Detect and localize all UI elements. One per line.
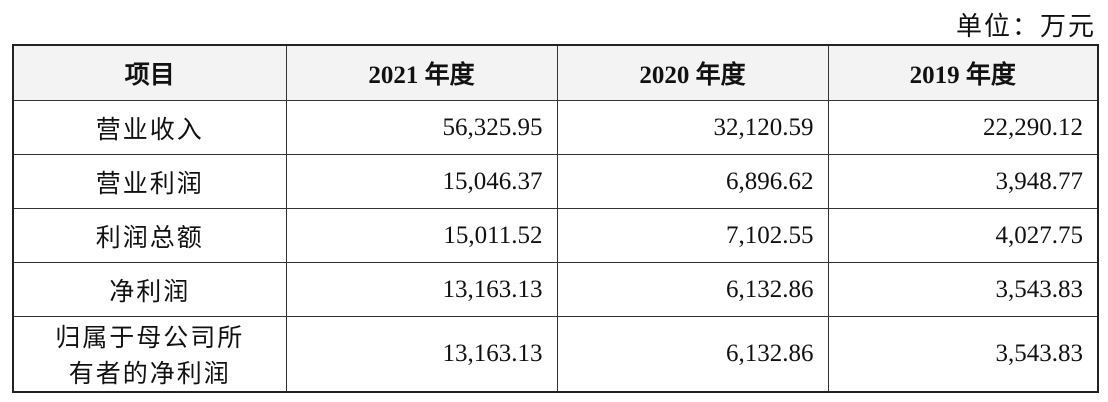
- header-cell: 2021 年度: [285, 44, 558, 101]
- value-cell: 6,132.86: [556, 262, 829, 317]
- value-cell: 22,290.12: [827, 100, 1099, 155]
- value-cell: 13,163.13: [285, 262, 558, 317]
- table-header: 项目 2021 年度 2020 年度 2019 年度: [12, 44, 1099, 101]
- table-row: 归属于母公司所有者的净利润 13,163.13 6,132.86 3,543.83: [12, 316, 1099, 393]
- row-label: 利润总额: [12, 208, 287, 263]
- value-cell: 7,102.55: [556, 208, 829, 263]
- header-cell: 项目: [12, 44, 287, 101]
- row-label: 归属于母公司所有者的净利润: [12, 316, 287, 393]
- value-cell: 15,046.37: [285, 154, 558, 209]
- table-row: 利润总额 15,011.52 7,102.55 4,027.75: [12, 208, 1099, 263]
- value-cell: 4,027.75: [827, 208, 1099, 263]
- table-row: 营业利润 15,046.37 6,896.62 3,948.77: [12, 154, 1099, 209]
- value-cell: 3,948.77: [827, 154, 1099, 209]
- header-cell: 2020 年度: [556, 44, 829, 101]
- row-label: 营业收入: [12, 100, 287, 155]
- value-cell: 6,896.62: [556, 154, 829, 209]
- table-row: 营业收入 56,325.95 32,120.59 22,290.12: [12, 100, 1099, 155]
- table-body: 营业收入 56,325.95 32,120.59 22,290.12 营业利润 15,04…: [12, 100, 1099, 393]
- header-row: 项目 2021 年度 2020 年度 2019 年度: [12, 44, 1099, 101]
- value-cell: 56,325.95: [285, 100, 558, 155]
- table-row: 净利润 13,163.13 6,132.86 3,543.83: [12, 262, 1099, 317]
- row-label: 营业利润: [12, 154, 287, 209]
- header-cell: 2019 年度: [827, 44, 1099, 101]
- value-cell: 3,543.83: [827, 262, 1099, 317]
- financial-table: 项目 2021 年度 2020 年度 2019 年度 营业收入 56,325.95 32,…: [12, 44, 1099, 393]
- value-cell: 13,163.13: [285, 316, 558, 393]
- value-cell: 32,120.59: [556, 100, 829, 155]
- row-label: 净利润: [12, 262, 287, 317]
- value-cell: 15,011.52: [285, 208, 558, 263]
- value-cell: 3,543.83: [827, 316, 1099, 393]
- value-cell: 6,132.86: [556, 316, 829, 393]
- unit-note: 单位：万元: [955, 12, 1096, 41]
